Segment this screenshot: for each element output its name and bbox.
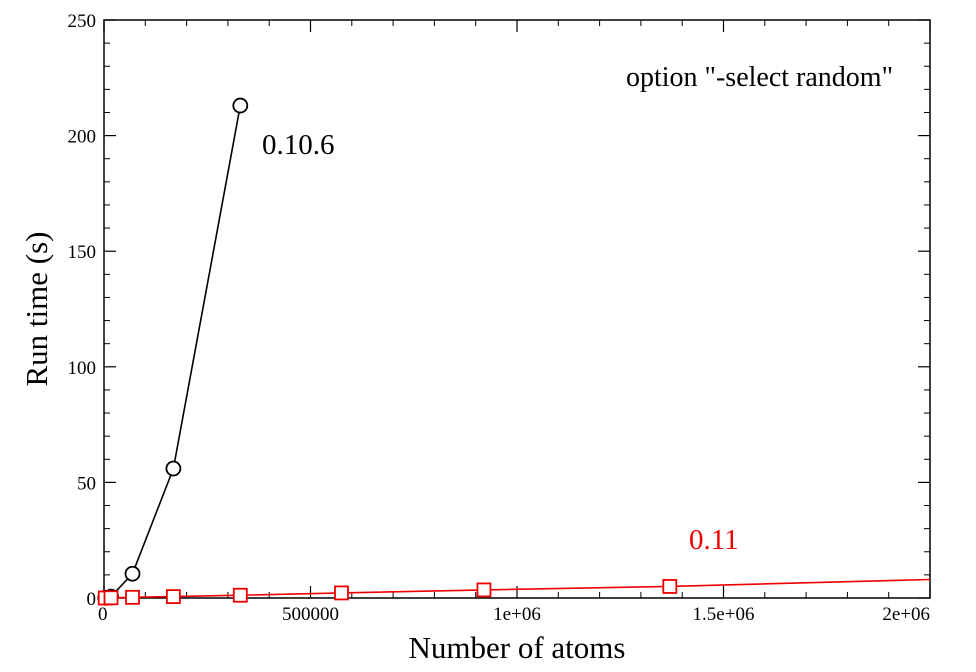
data-point-circle xyxy=(232,97,249,114)
x-axis-title: Number of atoms xyxy=(409,630,626,665)
y-tick-label: 200 xyxy=(68,127,97,148)
x-tick-label: 1.5e+06 xyxy=(693,604,755,625)
y-axis-title: Run time (s) xyxy=(19,232,54,387)
y-tick-label: 100 xyxy=(68,358,97,379)
data-point-square xyxy=(125,589,140,605)
axis-tick-labels: 0 500000 1e+06 1.5e+06 2e+06 0 50 100 150 200 250 xyxy=(68,11,931,625)
data-point-square xyxy=(232,587,248,603)
data-point-circle xyxy=(165,460,182,477)
series-line xyxy=(105,105,242,599)
plot-frame xyxy=(103,19,931,599)
y-tick-label: 50 xyxy=(77,473,96,494)
series-0 xyxy=(97,97,249,606)
data-point-square xyxy=(334,585,349,601)
axis-ticks xyxy=(103,19,931,599)
x-tick-label: 2e+06 xyxy=(882,604,930,625)
series-1 xyxy=(97,578,931,606)
x-tick-label: 1e+06 xyxy=(493,604,541,625)
series-layer xyxy=(97,97,931,606)
data-point-square xyxy=(103,590,119,606)
data-point-square xyxy=(662,579,678,594)
series-label-0-10-6: 0.10.6 xyxy=(262,129,335,161)
x-tick-label: 0 xyxy=(98,604,108,625)
series-label-0-11: 0.11 xyxy=(689,524,739,556)
data-point-square xyxy=(476,582,492,598)
y-tick-label: 150 xyxy=(68,242,97,263)
data-point-square xyxy=(165,589,181,605)
x-tick-label: 500000 xyxy=(282,604,339,625)
data-point-circle xyxy=(124,565,141,582)
y-tick-label: 250 xyxy=(68,11,97,32)
chart-annotation: option "-select random" xyxy=(626,62,893,93)
y-tick-label: 0 xyxy=(87,589,97,610)
